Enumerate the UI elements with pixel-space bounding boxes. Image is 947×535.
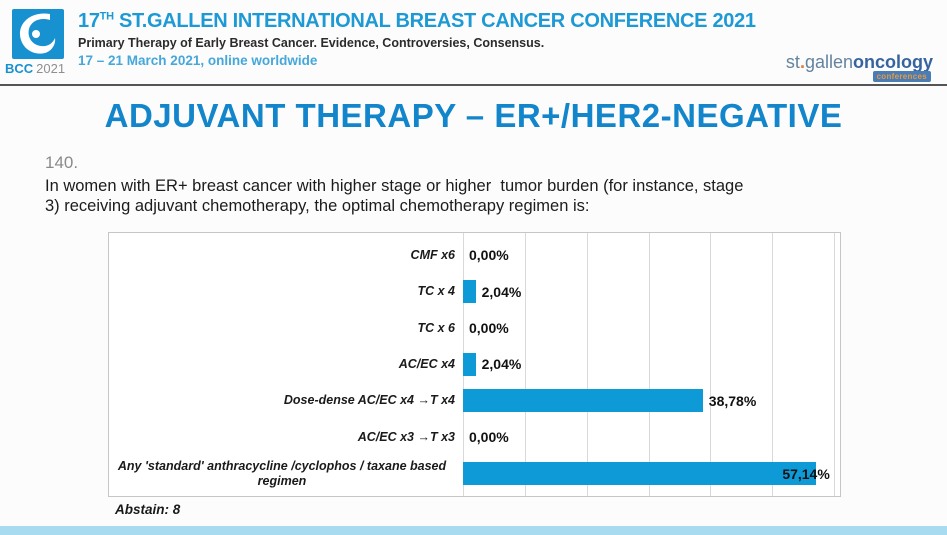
question-block: 140. In women with ER+ breast cancer wit… xyxy=(45,153,915,216)
bar-track: 2,04% xyxy=(463,346,834,382)
bottom-accent-bar xyxy=(0,526,947,535)
conference-subtitle: Primary Therapy of Early Breast Cancer. … xyxy=(78,36,545,50)
brand-dot: . xyxy=(799,52,805,72)
bar xyxy=(463,462,817,486)
gridline xyxy=(586,233,588,496)
bar-row: Any 'standard' anthracycline /cyclophos … xyxy=(109,456,840,492)
category-label: Any 'standard' anthracycline /cyclophos … xyxy=(117,458,447,488)
value-label: 0,00% xyxy=(469,320,509,337)
value-label: 0,00% xyxy=(469,429,509,446)
header-divider xyxy=(0,84,947,86)
category-label: CMF x6 xyxy=(410,247,455,262)
brand-gallen: gallen xyxy=(804,52,853,72)
bar-row: AC/EC x3 →T x3 0,00% xyxy=(109,419,840,455)
conference-header: 17TH ST.GALLEN INTERNATIONAL BREAST CANC… xyxy=(78,10,756,68)
bcc-year: 2021 xyxy=(36,61,66,76)
category-label: AC/EC x4 xyxy=(398,356,455,371)
bar-row: AC/EC x4 2,04% xyxy=(109,346,840,382)
brand-st: st xyxy=(785,52,800,72)
brand-conferences-tag: conferences xyxy=(872,71,931,82)
category-label: AC/EC x3 →T x3 xyxy=(357,429,455,444)
chart-rows: CMF x6 0,00% TC x 4 2,04% TC x 6 0,00% AC/EC x… xyxy=(109,237,840,492)
bcc-label: BCC xyxy=(5,61,34,76)
bar-track: 0,00% xyxy=(463,310,834,346)
brand-oncology: oncology xyxy=(853,52,933,72)
bar xyxy=(463,389,703,413)
bar-track: 0,00% xyxy=(463,419,834,455)
bar-row: CMF x6 0,00% xyxy=(109,237,840,273)
conference-title-ordinal: TH xyxy=(99,10,114,23)
bar-track: 57,14% xyxy=(463,456,834,492)
gridline xyxy=(772,233,774,496)
gridline xyxy=(524,233,526,496)
conference-title-text: ST.GALLEN INTERNATIONAL BREAST CANCER CO… xyxy=(113,10,756,32)
value-label: 2,04% xyxy=(481,283,522,300)
slide-title: ADJUVANT THERAPY – ER+/HER2-NEGATIVE xyxy=(104,97,843,134)
bar-row: TC x 4 2,04% xyxy=(109,273,840,309)
question-text: In women with ER+ breast cancer with hig… xyxy=(45,177,744,216)
value-label: 0,00% xyxy=(469,247,509,264)
conference-title-number: 17 xyxy=(78,10,100,32)
gridline xyxy=(648,233,650,496)
conference-title: 17TH ST.GALLEN INTERNATIONAL BREAST CANC… xyxy=(78,10,756,33)
bar-track: 38,78% xyxy=(463,383,834,419)
value-label: 2,04% xyxy=(481,356,522,373)
category-label: TC x 4 xyxy=(417,284,455,299)
stgallen-oncology-logo: st.gallenoncology conferences xyxy=(785,52,933,82)
abstain-note: Abstain: 8 xyxy=(115,502,181,517)
category-label: TC x 6 xyxy=(417,320,455,335)
conference-dates: 17 – 21 March 2021, online worldwide xyxy=(78,53,318,68)
bar xyxy=(463,280,476,304)
bar-row: TC x 6 0,00% xyxy=(109,310,840,346)
bcc-logo-mark xyxy=(12,9,64,59)
breast-drop-icon xyxy=(19,13,56,54)
bcc-logo-caption: BCC 2021 xyxy=(5,61,85,76)
bar-row: Dose-dense AC/EC x4 →T x4 38,78% xyxy=(109,383,840,419)
value-label: 38,78% xyxy=(708,392,757,409)
gridline xyxy=(710,233,712,496)
bar-track: 2,04% xyxy=(463,273,834,309)
category-label: Dose-dense AC/EC x4 →T x4 xyxy=(283,393,455,408)
bcc-logo: BCC 2021 xyxy=(5,9,85,76)
question-number: 140. xyxy=(45,153,79,172)
bar xyxy=(463,352,476,376)
bar-track: 0,00% xyxy=(463,237,834,273)
bar-chart: CMF x6 0,00% TC x 4 2,04% TC x 6 0,00% AC/EC x… xyxy=(108,232,841,497)
value-label: 57,14% xyxy=(782,465,830,482)
gridline xyxy=(834,233,835,496)
